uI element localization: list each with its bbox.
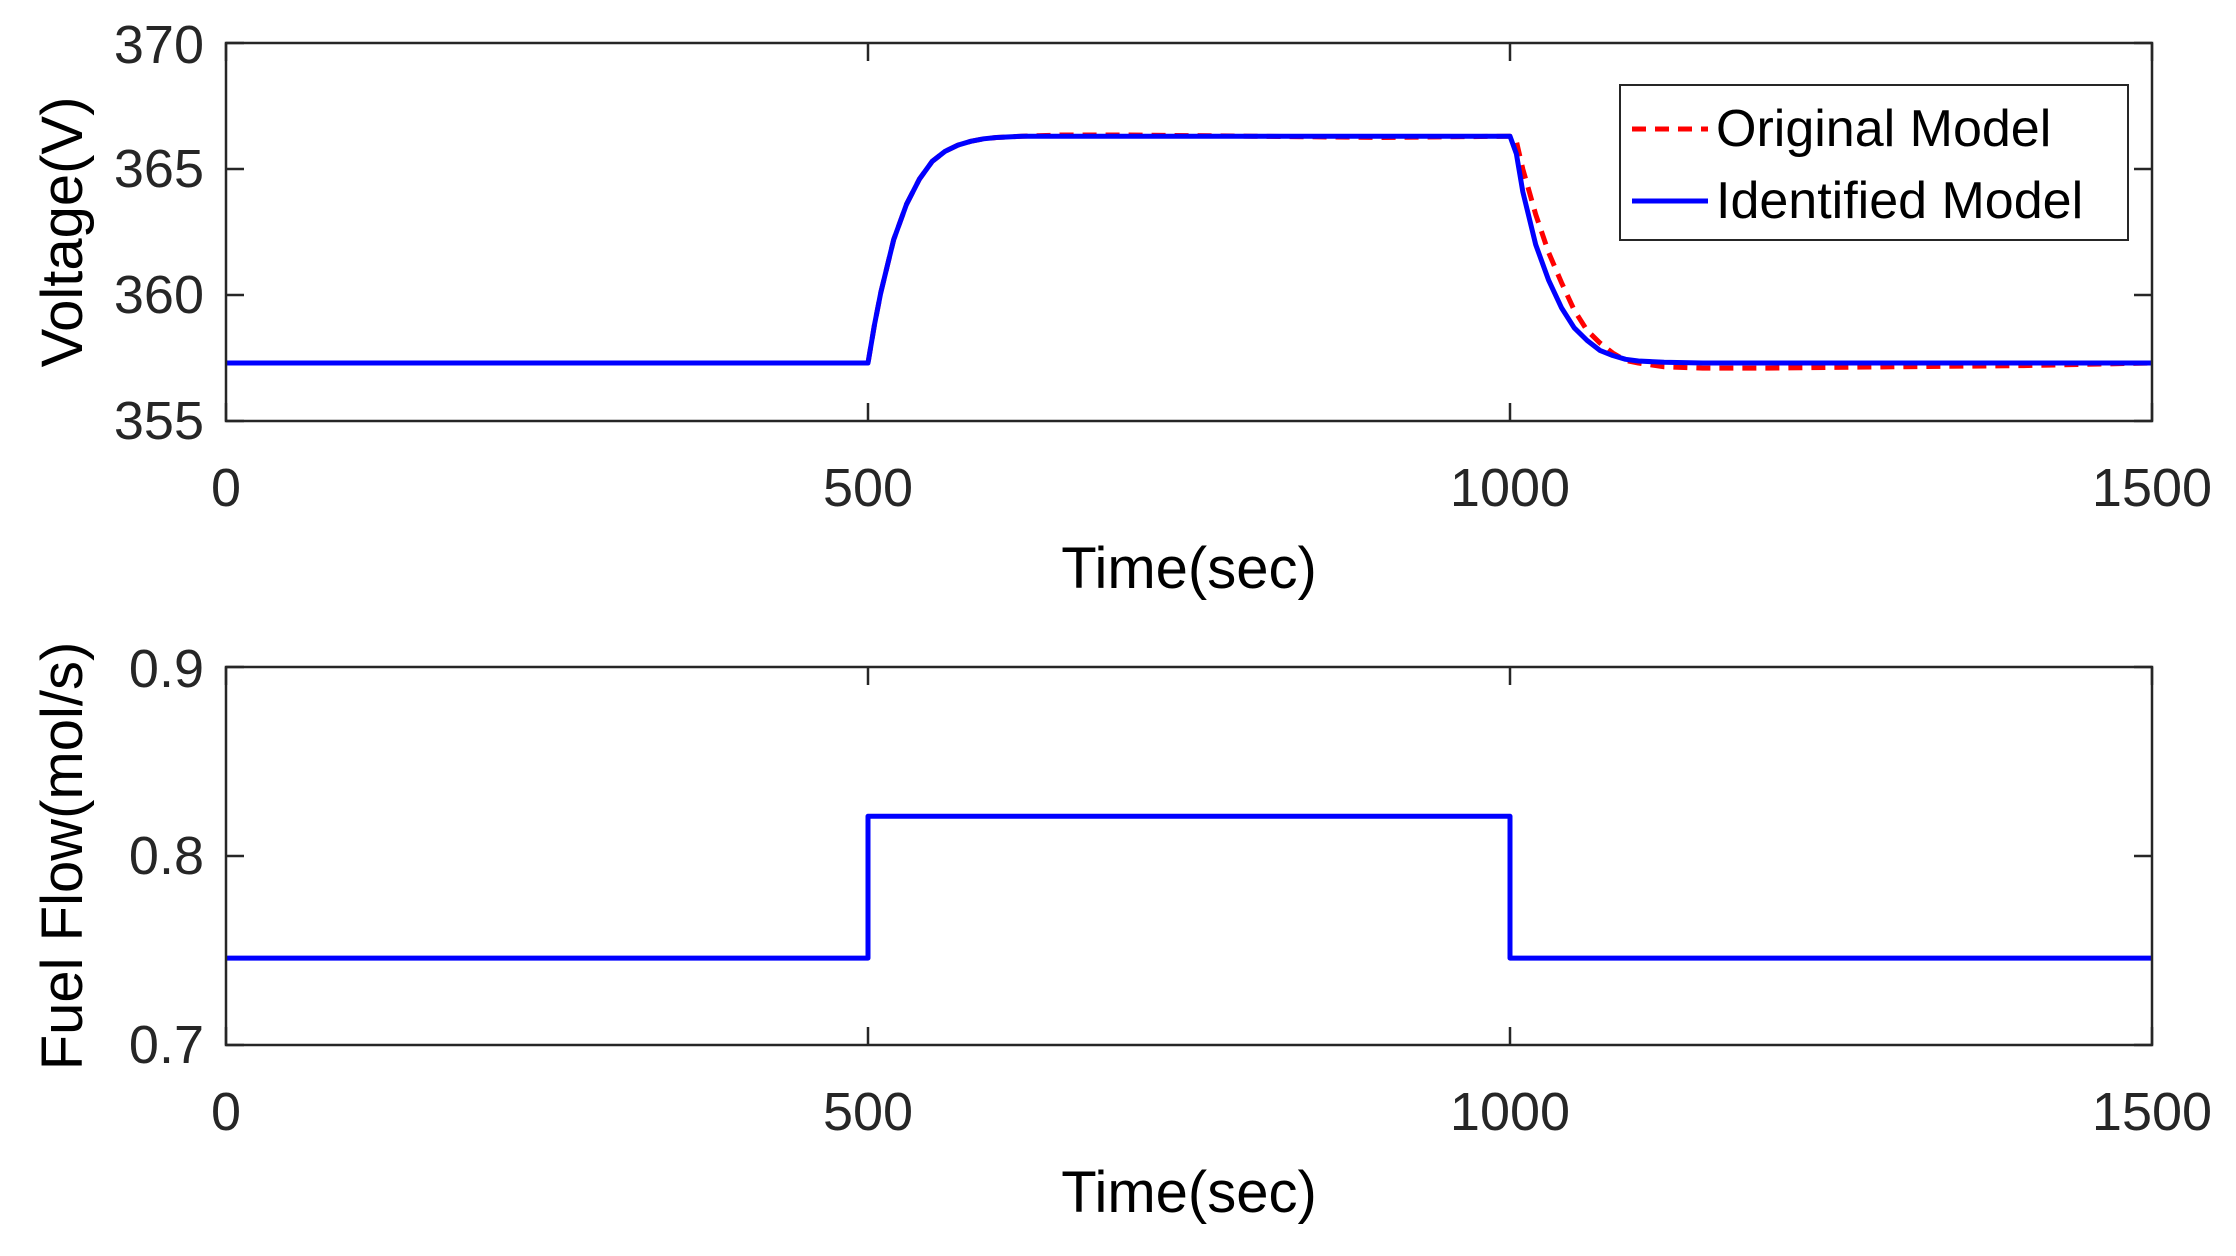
- series-line-0: [226, 813, 2152, 961]
- x-axis-title: Time(sec): [1061, 1160, 1317, 1225]
- y-tick-label: 370: [114, 15, 204, 75]
- x-tick-label: 0: [211, 458, 241, 518]
- axes-box: [224, 41, 2154, 423]
- x-tick-label: 1000: [1450, 458, 1570, 518]
- y-tick-label: 0.7: [129, 1015, 204, 1075]
- y-axis-title: Fuel Flow(mol/s): [30, 642, 95, 1071]
- x-tick-label: 1000: [1450, 1082, 1570, 1142]
- fuel-flow-chart: 0.7 0.8 0.9 0 500 1000 1500 Time(sec) Fu…: [30, 639, 2212, 1225]
- y-axis-title: Voltage(V): [30, 97, 95, 368]
- axis-ticks: [224, 41, 2154, 423]
- x-tick-label: 0: [211, 1082, 241, 1142]
- y-tick-label: 0.9: [129, 639, 204, 699]
- y-tick-label: 355: [114, 391, 204, 451]
- plot-area: [226, 667, 2152, 1045]
- legend-box: [1619, 84, 2129, 241]
- series-line-identified-model: [226, 133, 2152, 366]
- legend-label-original-model: Original Model: [1716, 100, 2051, 158]
- y-tick-label: 0.8: [129, 826, 204, 886]
- legend: Original Model Identified Model: [1619, 84, 2129, 241]
- x-tick-label: 1500: [2092, 458, 2212, 518]
- y-tick-label: 360: [114, 265, 204, 325]
- x-tick-label: 500: [823, 458, 913, 518]
- x-tick-label: 1500: [2092, 1082, 2212, 1142]
- voltage-chart: 355 360 365 370 0 500 1000 1500 Time(sec…: [30, 15, 2212, 601]
- plot-lines: [226, 813, 2152, 961]
- x-tick-label: 500: [823, 1082, 913, 1142]
- y-tick-label: 365: [114, 139, 204, 199]
- x-axis-title: Time(sec): [1061, 536, 1317, 601]
- plot-lines: [226, 132, 2153, 371]
- legend-label-identified-model: Identified Model: [1716, 172, 2083, 230]
- axis-ticks: [224, 665, 2154, 1047]
